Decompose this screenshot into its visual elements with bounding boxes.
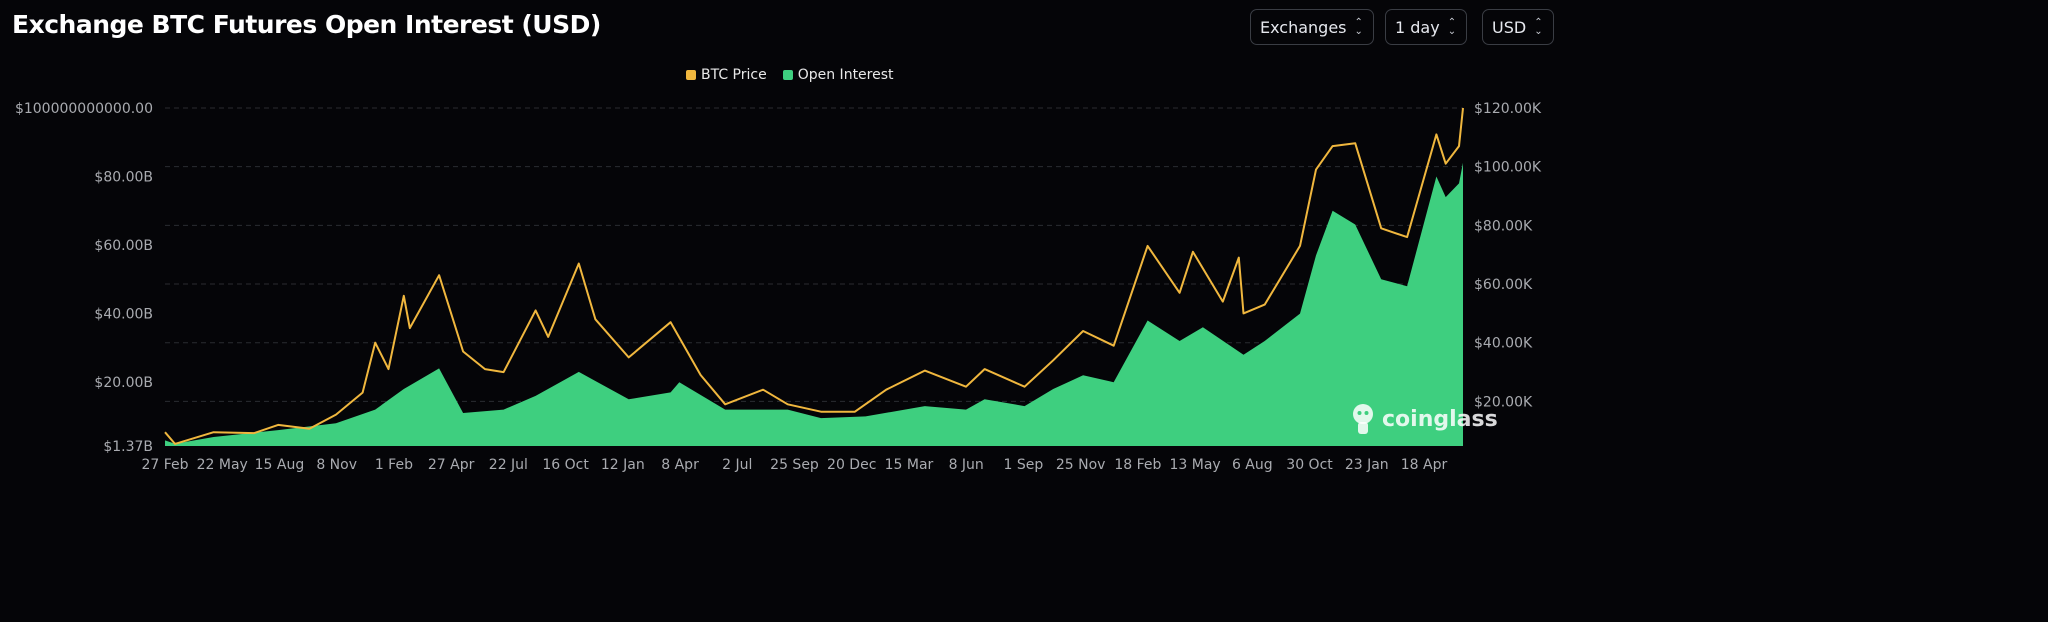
y-left-tick-label: $1.37B [103,439,153,455]
y-left-tick-label: $80.00B [94,170,153,186]
y-right-tick-label: $60.00K [1474,277,1533,293]
x-tick-label: 20 Dec [827,457,876,473]
y-right-tick-label: $100.00K [1474,160,1542,176]
page-title: Exchange BTC Futures Open Interest (USD) [12,10,601,39]
x-tick-label: 27 Feb [141,457,188,473]
y-left-tick-label: $40.00B [94,307,153,323]
x-tick-label: 22 May [197,457,248,473]
currency-select-label: USD [1492,17,1527,37]
legend-label: BTC Price [701,67,767,83]
legend-swatch [686,70,696,80]
x-tick-label: 8 Apr [661,457,699,473]
x-tick-label: 1 Sep [1004,457,1044,473]
legend-item-btc-price[interactable]: BTC Price [686,67,767,83]
x-tick-label: 18 Feb [1114,457,1161,473]
chart-legend: BTC Price Open Interest [686,67,894,83]
open-interest-area [165,162,1463,447]
interval-select[interactable]: 1 day ⌃ ⌄ [1385,9,1468,45]
chevron-up-down-icon: ⌃ ⌄ [1354,17,1363,37]
x-tick-label: 25 Nov [1056,457,1106,473]
exchanges-select-label: Exchanges [1260,17,1347,37]
x-tick-label: 16 Oct [542,457,589,473]
x-tick-label: 12 Jan [601,457,645,473]
currency-select[interactable]: USD ⌃ ⌄ [1482,9,1554,45]
y-right-tick-label: $120.00K [1474,101,1542,117]
x-tick-label: 1 Feb [375,457,413,473]
x-tick-label: 15 Aug [255,457,305,473]
x-tick-label: 27 Apr [428,457,475,473]
coinglass-logo-icon [1353,404,1373,434]
x-tick-label: 6 Aug [1232,457,1273,473]
x-tick-label: 8 Nov [316,457,357,473]
x-tick-label: 2 Jul [722,457,752,473]
x-tick-label: 8 Jun [949,457,984,473]
legend-swatch [782,70,793,80]
x-tick-label: 25 Sep [770,457,819,473]
y-left-tick-label: $100000000000.00 [15,101,153,117]
x-tick-label: 13 May [1169,457,1220,473]
exchanges-select[interactable]: Exchanges ⌃ ⌄ [1250,9,1374,45]
legend-item-open-interest[interactable]: Open Interest [782,67,894,83]
coinglass-watermark: coinglass [1350,402,1498,436]
y-right-tick-label: $80.00K [1474,218,1533,234]
interval-select-label: 1 day [1395,17,1440,37]
x-tick-label: 22 Jul [489,457,528,473]
x-tick-label: 23 Jan [1345,457,1389,473]
x-tick-label: 15 Mar [885,457,934,473]
y-right-tick-label: $20.00K [1474,394,1533,410]
btc-price-line [164,107,1464,445]
legend-label: Open Interest [797,67,894,83]
chevron-up-down-icon: ⌃ ⌄ [1447,17,1457,37]
x-tick-label: 18 Apr [1401,457,1448,473]
watermark-text: coinglass [1382,406,1498,432]
chevron-up-down-icon: ⌃ ⌄ [1534,17,1543,37]
x-tick-label: 30 Oct [1286,457,1333,473]
y-left-tick-label: $20.00B [94,375,153,391]
y-right-tick-label: $40.00K [1474,336,1533,352]
y-left-tick-label: $60.00B [94,238,153,254]
